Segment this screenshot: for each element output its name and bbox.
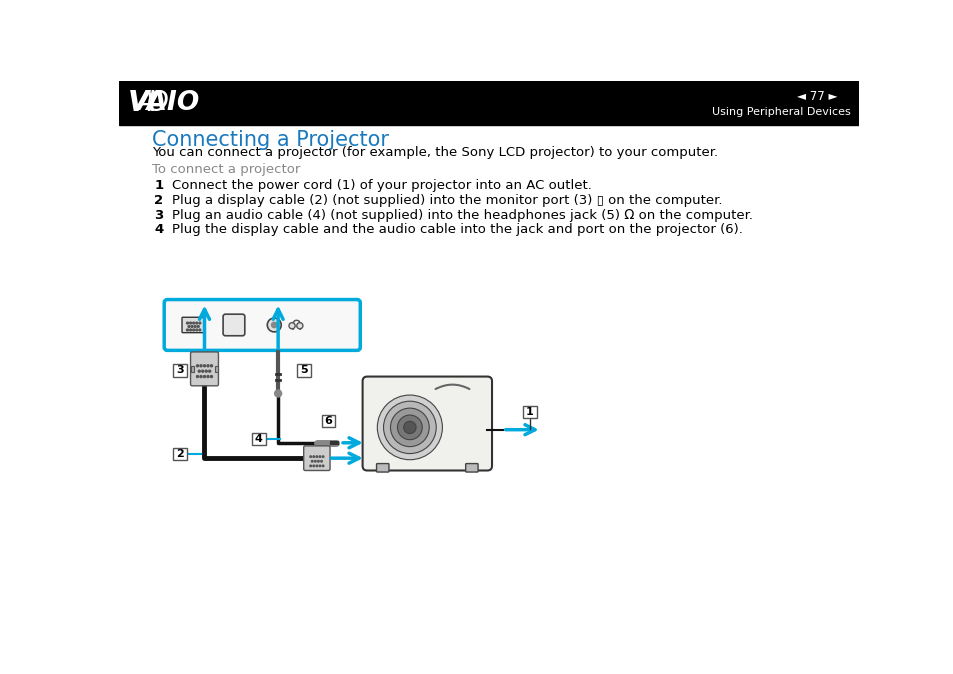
Circle shape bbox=[200, 375, 202, 377]
Circle shape bbox=[272, 322, 276, 328]
Text: VAIO: VAIO bbox=[129, 90, 199, 116]
Circle shape bbox=[289, 323, 294, 329]
FancyBboxPatch shape bbox=[172, 364, 187, 377]
Circle shape bbox=[377, 395, 442, 460]
FancyBboxPatch shape bbox=[362, 377, 492, 470]
FancyBboxPatch shape bbox=[191, 352, 218, 386]
Text: $\bf\mathit{V\!\!A\!\!I\!\!O}$: $\bf\mathit{V\!\!A\!\!I\!\!O}$ bbox=[127, 89, 169, 117]
Circle shape bbox=[199, 329, 200, 331]
Circle shape bbox=[211, 365, 213, 367]
Circle shape bbox=[196, 365, 198, 367]
FancyBboxPatch shape bbox=[191, 366, 193, 372]
Text: You can connect a projector (for example, the Sony LCD projector) to your comput: You can connect a projector (for example… bbox=[152, 146, 718, 159]
Text: 4: 4 bbox=[254, 434, 262, 444]
Circle shape bbox=[203, 375, 205, 377]
Text: To connect a projector: To connect a projector bbox=[152, 162, 300, 175]
FancyBboxPatch shape bbox=[252, 433, 266, 445]
Circle shape bbox=[207, 365, 209, 367]
Circle shape bbox=[195, 322, 197, 324]
Circle shape bbox=[267, 318, 281, 332]
Circle shape bbox=[191, 326, 193, 328]
Circle shape bbox=[193, 322, 194, 324]
Text: 3: 3 bbox=[175, 365, 183, 375]
Circle shape bbox=[193, 329, 194, 331]
Text: 4: 4 bbox=[154, 223, 163, 237]
FancyBboxPatch shape bbox=[296, 364, 311, 377]
Text: Using Peripheral Devices: Using Peripheral Devices bbox=[711, 107, 850, 117]
FancyBboxPatch shape bbox=[465, 464, 477, 472]
Circle shape bbox=[205, 370, 207, 372]
Circle shape bbox=[315, 456, 317, 458]
Circle shape bbox=[187, 322, 188, 324]
Circle shape bbox=[310, 456, 311, 458]
Circle shape bbox=[199, 322, 200, 324]
Circle shape bbox=[188, 326, 190, 328]
Text: Connect the power cord (1) of your projector into an AC outlet.: Connect the power cord (1) of your proje… bbox=[172, 179, 591, 193]
Circle shape bbox=[319, 456, 320, 458]
Circle shape bbox=[197, 326, 199, 328]
Circle shape bbox=[196, 375, 198, 377]
Circle shape bbox=[187, 329, 188, 331]
FancyBboxPatch shape bbox=[182, 317, 205, 333]
Text: 5: 5 bbox=[299, 365, 307, 375]
FancyBboxPatch shape bbox=[522, 406, 537, 418]
Circle shape bbox=[201, 370, 204, 372]
Circle shape bbox=[198, 370, 200, 372]
FancyBboxPatch shape bbox=[164, 299, 360, 350]
Circle shape bbox=[274, 390, 281, 397]
Circle shape bbox=[311, 460, 313, 462]
Circle shape bbox=[211, 375, 213, 377]
Text: 1: 1 bbox=[154, 179, 163, 193]
Text: 3: 3 bbox=[154, 209, 163, 222]
Circle shape bbox=[313, 465, 314, 466]
Text: 2: 2 bbox=[175, 450, 183, 459]
FancyBboxPatch shape bbox=[376, 464, 389, 472]
Circle shape bbox=[317, 460, 319, 462]
Circle shape bbox=[200, 365, 202, 367]
Circle shape bbox=[203, 365, 205, 367]
FancyBboxPatch shape bbox=[321, 415, 335, 427]
Circle shape bbox=[322, 456, 323, 458]
FancyBboxPatch shape bbox=[215, 366, 218, 372]
Text: 1: 1 bbox=[525, 407, 534, 417]
Text: Plug an audio cable (4) (not supplied) into the headphones jack (5) Ω on the com: Plug an audio cable (4) (not supplied) i… bbox=[172, 209, 752, 222]
Circle shape bbox=[313, 456, 314, 458]
Circle shape bbox=[195, 329, 197, 331]
Circle shape bbox=[319, 465, 320, 466]
Circle shape bbox=[190, 329, 192, 331]
Circle shape bbox=[194, 326, 196, 328]
Circle shape bbox=[397, 415, 422, 439]
Circle shape bbox=[190, 322, 192, 324]
FancyBboxPatch shape bbox=[303, 446, 330, 470]
Circle shape bbox=[390, 408, 429, 447]
Circle shape bbox=[315, 465, 317, 466]
FancyBboxPatch shape bbox=[223, 314, 245, 336]
Circle shape bbox=[322, 465, 323, 466]
Circle shape bbox=[403, 421, 416, 433]
Circle shape bbox=[310, 465, 311, 466]
Circle shape bbox=[296, 323, 303, 329]
Circle shape bbox=[320, 460, 322, 462]
Circle shape bbox=[209, 370, 211, 372]
Circle shape bbox=[207, 375, 209, 377]
Text: ◄ 77 ►: ◄ 77 ► bbox=[797, 90, 837, 102]
Circle shape bbox=[383, 401, 436, 454]
Text: Connecting a Projector: Connecting a Projector bbox=[152, 130, 389, 150]
FancyBboxPatch shape bbox=[172, 448, 187, 460]
Text: Plug a display cable (2) (not supplied) into the monitor port (3) ▯ on the compu: Plug a display cable (2) (not supplied) … bbox=[172, 194, 721, 207]
Circle shape bbox=[314, 460, 315, 462]
Text: Plug the display cable and the audio cable into the jack and port on the project: Plug the display cable and the audio cab… bbox=[172, 223, 742, 237]
Bar bbox=[119, 81, 858, 125]
Text: 6: 6 bbox=[324, 417, 332, 426]
Text: 2: 2 bbox=[154, 194, 163, 207]
Text: ∩: ∩ bbox=[289, 316, 302, 334]
